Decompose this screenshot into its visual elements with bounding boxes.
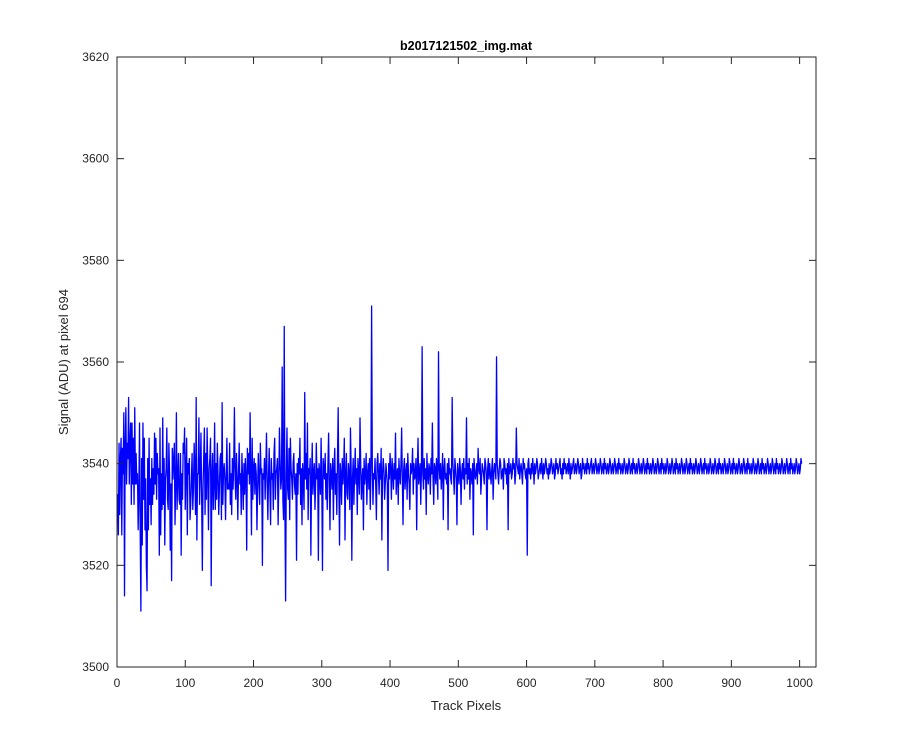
y-tick-label-3520: 3520 (82, 558, 109, 572)
y-tick-label-3600: 3600 (82, 152, 109, 166)
chart-title: b2017121502_img.mat (400, 39, 533, 53)
x-axis-label: Track Pixels (431, 698, 502, 713)
axes-box (116, 56, 817, 668)
ticks-layer: 0 100 200 300 400 500 600 700 800 900 1000 3500 3520… (82, 50, 816, 690)
y-tick-label-3540: 3540 (82, 457, 109, 471)
plot-area (117, 57, 816, 667)
x-tick-label-300: 300 (312, 676, 332, 690)
x-tick-label-0: 0 (114, 676, 121, 690)
y-axis-label: Signal (ADU) at pixel 694 (56, 289, 71, 435)
x-tick-label-800: 800 (653, 676, 673, 690)
y-tick-label-3500: 3500 (82, 660, 109, 674)
series-line-0 (117, 305, 803, 612)
x-tick-label-100: 100 (175, 676, 195, 690)
x-tick-label-400: 400 (380, 676, 400, 690)
x-tick-label-900: 900 (721, 676, 741, 690)
x-tick-label-1000: 1000 (786, 676, 813, 690)
y-tick-label-3580: 3580 (82, 253, 109, 267)
series-layer (117, 305, 803, 612)
y-tick-label-3620: 3620 (82, 50, 109, 64)
x-tick-label-700: 700 (585, 676, 605, 690)
x-tick-label-200: 200 (244, 676, 264, 690)
x-tick-label-600: 600 (517, 676, 537, 690)
x-tick-label-500: 500 (448, 676, 468, 690)
y-tick-label-3560: 3560 (82, 355, 109, 369)
